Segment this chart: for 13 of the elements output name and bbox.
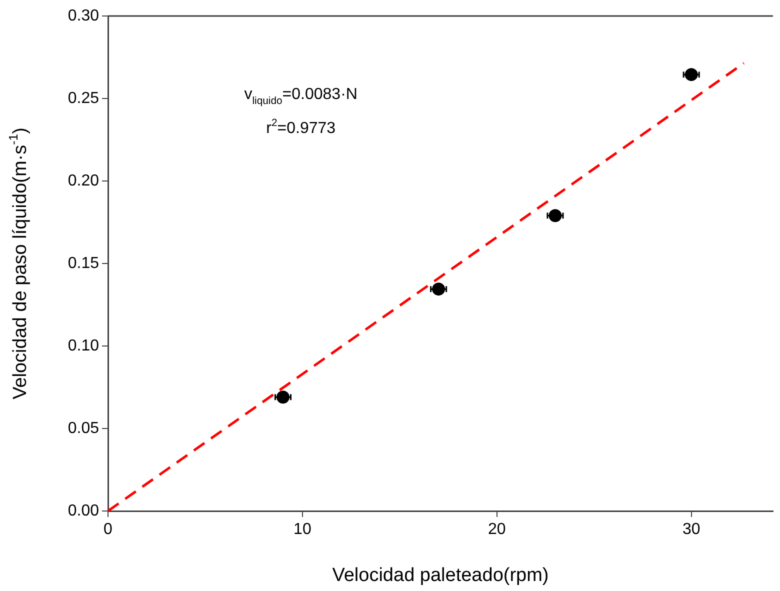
y-tick-label: 0.30 <box>68 7 100 24</box>
x-tick-label: 10 <box>294 521 312 538</box>
y-tick-label: 0.10 <box>68 337 100 354</box>
y-tick-label: 0.05 <box>68 420 100 437</box>
y-tick-label: 0.25 <box>68 90 100 107</box>
y-tick-label: 0.15 <box>68 254 100 272</box>
y-axis-title: Velocidad de paso líquido(m·s-1) <box>6 128 31 400</box>
x-tick-label: 20 <box>488 521 506 538</box>
y-tick-label: 0.20 <box>68 172 100 190</box>
x-tick-label: 0 <box>104 521 113 538</box>
y-tick-label: 0.00 <box>68 502 100 520</box>
x-axis-title: Velocidad paleteado(rpm) <box>332 564 549 586</box>
x-tick-label: 30 <box>682 521 700 538</box>
